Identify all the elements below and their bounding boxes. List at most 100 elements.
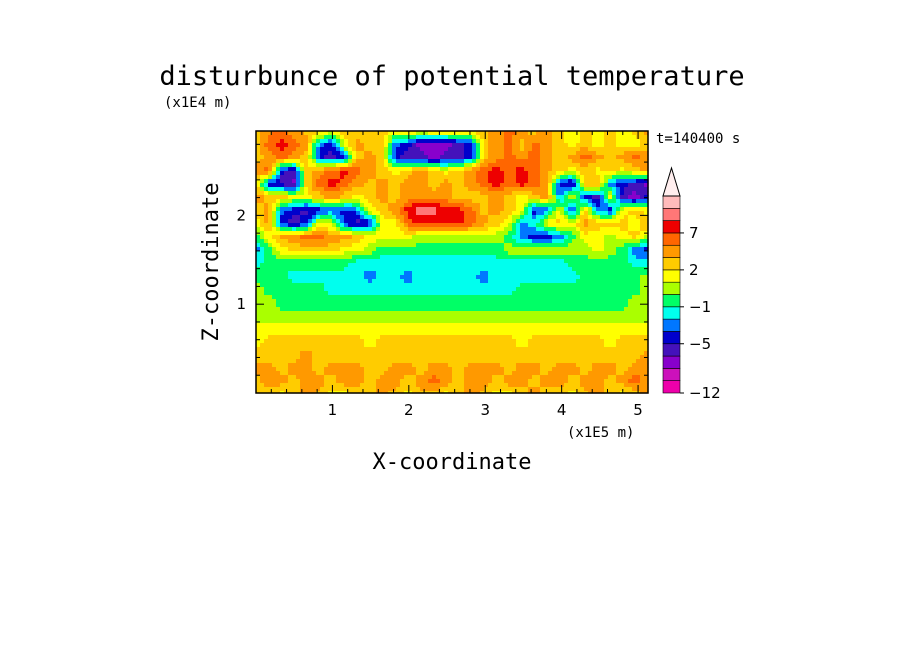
contour-cell (324, 235, 353, 240)
contour-cell (604, 143, 617, 148)
contour-cell (288, 247, 341, 252)
contour-cell (520, 235, 529, 240)
contour-cell (272, 167, 277, 172)
contour-cell (504, 375, 533, 380)
contour-cell (272, 247, 277, 252)
contour-cell (540, 175, 549, 180)
contour-cell (360, 219, 369, 224)
contour-cell (552, 135, 565, 140)
contour-cell (268, 147, 281, 152)
contour-cell (512, 219, 517, 224)
contour-cell (552, 191, 557, 196)
contour-cell (388, 207, 401, 212)
contour-cell (432, 187, 437, 192)
contour-cell (412, 275, 477, 280)
contour-cell (540, 155, 553, 160)
contour-cell (536, 215, 545, 220)
contour-cell (488, 171, 505, 176)
contour-cell (328, 227, 337, 232)
contour-cell (388, 147, 393, 152)
contour-cell (440, 159, 465, 164)
contour-cell (448, 171, 465, 176)
contour-cell (280, 171, 285, 176)
contour-cell (580, 207, 585, 212)
contour-cell (264, 255, 277, 260)
contour-cell (520, 223, 529, 228)
contour-cell (616, 343, 649, 348)
contour-cell (296, 167, 301, 172)
contour-cell (316, 215, 321, 220)
contour-cell (576, 271, 649, 276)
contour-cell (320, 215, 333, 220)
contour-cell (588, 207, 593, 212)
contour-cell (272, 215, 277, 220)
contour-cell (628, 259, 649, 264)
contour-cell (492, 375, 505, 380)
contour-cell (480, 151, 485, 156)
contour-cell (392, 151, 397, 156)
contour-cell (348, 159, 353, 164)
contour-cell (296, 139, 309, 144)
contour-cell (612, 175, 649, 180)
contour-cell (580, 191, 605, 196)
contour-cell (396, 151, 405, 156)
contour-cell (504, 187, 549, 192)
contour-cell (392, 159, 397, 164)
contour-cell (384, 139, 389, 144)
contour-cell (364, 375, 381, 380)
contour-cell (368, 219, 373, 224)
contour-cell (620, 199, 633, 204)
contour-cell (640, 219, 649, 224)
contour-cell (440, 379, 453, 384)
contour-cell (372, 223, 377, 228)
contour-cell (628, 219, 641, 224)
contour-cell (388, 367, 417, 372)
contour-cell (444, 151, 465, 156)
contour-cell (360, 363, 393, 368)
contour-cell (528, 379, 541, 384)
contour-cell (336, 183, 349, 188)
contour-cell (552, 143, 569, 148)
contour-cell (552, 239, 565, 244)
contour-cell (564, 259, 629, 264)
contour-cell (616, 195, 621, 200)
contour-cell (356, 259, 565, 264)
contour-cell (604, 175, 613, 180)
contour-cell (604, 383, 625, 388)
contour-cell (520, 211, 525, 216)
contour-cell (260, 227, 265, 232)
contour-cell (608, 183, 617, 188)
contour-cell (272, 251, 281, 256)
contour-cell (604, 239, 641, 244)
contour-cell (516, 179, 529, 184)
contour-cell (256, 155, 265, 160)
contour-cell (316, 131, 329, 136)
contour-cell (600, 175, 605, 180)
contour-cell (580, 199, 589, 204)
contour-cell (348, 155, 353, 160)
contour-cell (504, 367, 517, 372)
contour-cell (568, 375, 581, 380)
contour-cell (496, 231, 509, 236)
contour-cell (380, 219, 397, 224)
contour-cell (472, 143, 477, 148)
contour-cell (528, 343, 605, 348)
contour-cell (464, 387, 485, 392)
contour-cell (260, 139, 269, 144)
contour-cell (464, 147, 473, 152)
contour-cell (480, 135, 489, 140)
contour-cell (592, 135, 605, 140)
contour-cell (256, 311, 649, 316)
contour-cell (308, 219, 313, 224)
contour-cell (288, 203, 305, 208)
contour-cell (308, 139, 313, 144)
contour-cell (268, 171, 273, 176)
contour-cell (632, 247, 645, 252)
contour-cell (356, 143, 365, 148)
contour-cell (540, 147, 553, 152)
contour-cell (620, 187, 625, 192)
contour-cell (340, 147, 345, 152)
contour-cell (508, 223, 513, 228)
x-tick-label: 3 (480, 401, 490, 419)
contour-cell (348, 263, 569, 268)
